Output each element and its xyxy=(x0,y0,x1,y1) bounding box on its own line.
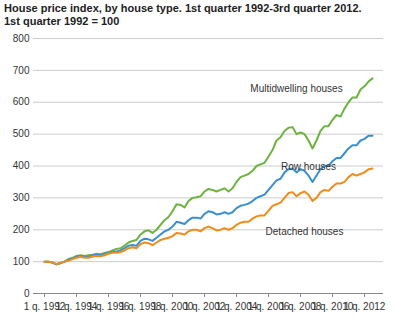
svg-text:0: 0 xyxy=(24,288,30,299)
svg-text:1 q. 1998: 1 q. 1998 xyxy=(119,300,162,312)
html-text:1st quarter 1992 = 100: 1st quarter 1992 = 100 xyxy=(4,15,120,27)
svg-text:1 q. 2004: 1 q. 2004 xyxy=(215,300,258,312)
svg-text:1 q. 2012: 1 q. 2012 xyxy=(344,301,386,312)
svg-text:Multidwelling houses: Multidwelling houses xyxy=(250,83,342,94)
svg-text:1 q. 2008: 1 q. 2008 xyxy=(279,300,322,312)
svg-text:1 q. 1996: 1 q. 1996 xyxy=(87,300,130,312)
svg-text:300: 300 xyxy=(13,192,30,203)
svg-text:1 q. 2010: 1 q. 2010 xyxy=(311,300,354,312)
svg-text:700: 700 xyxy=(13,65,30,76)
svg-text:1 q. 1994: 1 q. 1994 xyxy=(55,300,98,312)
svg-text:200: 200 xyxy=(13,224,30,235)
svg-text:800: 800 xyxy=(13,33,30,44)
svg-text:1 q. 2002: 1 q. 2002 xyxy=(183,300,226,312)
svg-text:600: 600 xyxy=(13,96,30,107)
svg-text:1 q. 1992: 1 q. 1992 xyxy=(23,300,66,312)
svg-text:400: 400 xyxy=(13,160,30,171)
svg-text:Detached houses: Detached houses xyxy=(266,226,344,237)
svg-text:1 q. 2006: 1 q. 2006 xyxy=(247,300,290,312)
svg-text:Row houses: Row houses xyxy=(281,161,336,172)
html-text:House price index, by house ty: House price index, by house type. 1st qu… xyxy=(4,2,362,14)
svg-text:500: 500 xyxy=(13,128,30,139)
svg-text:1 q. 2000: 1 q. 2000 xyxy=(151,300,194,312)
svg-text:100: 100 xyxy=(13,256,30,267)
